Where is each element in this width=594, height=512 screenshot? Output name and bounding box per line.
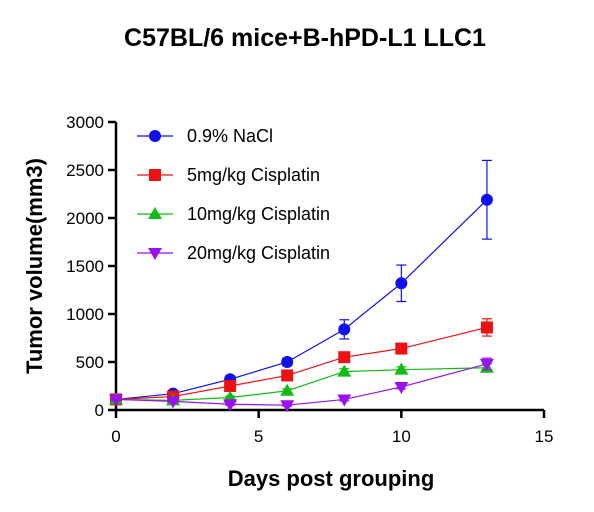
data-point	[280, 383, 295, 396]
y-tick-label: 1500	[66, 257, 104, 276]
legend-label: 5mg/kg Cisplatin	[187, 165, 320, 185]
legend-entry-2: 5mg/kg Cisplatin	[137, 165, 320, 185]
data-point	[480, 193, 493, 206]
legend-marker	[149, 130, 161, 142]
series-4	[109, 357, 494, 413]
y-tick-label: 2500	[66, 161, 104, 180]
legend-marker	[149, 169, 161, 181]
series-layer	[109, 159, 494, 413]
data-point	[281, 356, 294, 368]
legend-label: 10mg/kg Cisplatin	[187, 204, 330, 224]
legend-entry-4: 20mg/kg Cisplatin	[137, 243, 330, 263]
series-2	[110, 318, 493, 406]
data-point	[337, 394, 352, 407]
legend: 0.9% NaCl 5mg/kg Cisplatin 10mg/kg Cisplat…	[137, 126, 330, 263]
data-point	[280, 400, 295, 413]
x-tick-label: 10	[392, 427, 411, 446]
legend-label: 0.9% NaCl	[187, 126, 273, 146]
data-point	[224, 380, 237, 392]
legend-marker	[148, 248, 162, 260]
series-3	[109, 360, 494, 406]
legend-marker	[148, 207, 162, 219]
data-point	[394, 362, 409, 375]
y-tick-label: 2000	[66, 209, 104, 228]
axes: 0 5 10 15 0 500 1000 1500 2000 2500 3000	[66, 113, 553, 446]
data-point	[480, 321, 493, 334]
legend-entry-1: 0.9% NaCl	[137, 126, 273, 146]
data-point	[166, 396, 181, 409]
y-tick-label: 500	[76, 353, 104, 372]
x-tick-label: 15	[535, 427, 554, 446]
x-tick-label: 0	[111, 427, 120, 446]
y-tick-label: 3000	[66, 113, 104, 132]
legend-label: 20mg/kg Cisplatin	[187, 243, 330, 263]
data-point	[337, 364, 352, 377]
chart-title: C57BL/6 mice+B-hPD-L1 LLC1	[124, 24, 486, 52]
data-point	[281, 369, 294, 382]
data-point	[395, 277, 408, 290]
data-point	[394, 381, 409, 394]
legend-entry-3: 10mg/kg Cisplatin	[137, 204, 330, 224]
data-point	[109, 394, 123, 407]
y-tick-label: 0	[95, 401, 104, 420]
data-point	[338, 351, 351, 364]
data-point	[338, 323, 351, 336]
data-point	[223, 399, 238, 412]
data-point	[479, 358, 494, 371]
data-point	[395, 342, 408, 355]
y-tick-label: 1000	[66, 305, 104, 324]
x-tick-label: 5	[254, 427, 263, 446]
x-axis-label: Days post grouping	[228, 466, 435, 491]
y-axis-label: Tumor volume(mm3)	[22, 158, 47, 374]
